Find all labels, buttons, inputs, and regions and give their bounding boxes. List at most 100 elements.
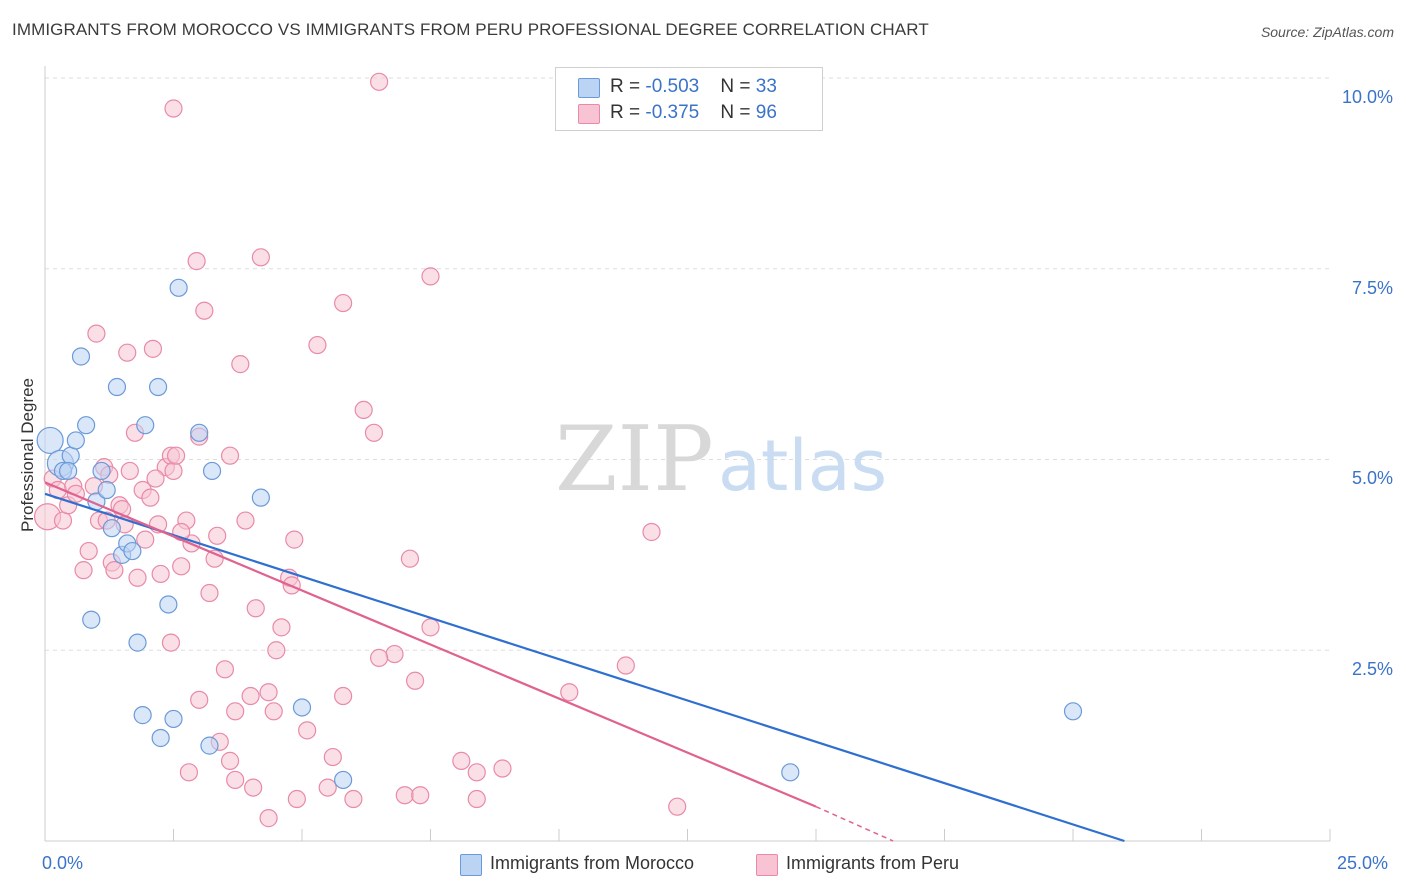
- data-point-peru: [560, 683, 579, 702]
- data-point-peru: [105, 561, 124, 580]
- legend-n-label: N =: [720, 76, 756, 97]
- data-point-peru: [220, 446, 240, 465]
- x-tick-label-min: 0.0%: [42, 853, 84, 873]
- data-point-peru: [400, 549, 420, 568]
- data-point-peru: [285, 530, 304, 549]
- data-point-peru: [118, 343, 137, 362]
- data-point-peru: [164, 99, 183, 118]
- data-point-peru: [143, 339, 163, 358]
- data-point-peru: [344, 789, 363, 809]
- legend-n-value: 96: [755, 102, 777, 123]
- data-point-peru: [467, 763, 486, 782]
- data-point-peru: [87, 324, 106, 343]
- data-point-peru: [318, 778, 337, 797]
- data-point-peru: [164, 461, 183, 481]
- data-point-peru: [354, 400, 373, 420]
- data-point-peru: [405, 671, 425, 690]
- data-point-peru: [79, 541, 98, 561]
- data-point-morocco: [97, 480, 116, 500]
- data-point-morocco: [136, 416, 155, 435]
- trend-line-extension-peru: [815, 805, 894, 842]
- data-point-peru: [53, 511, 73, 530]
- correlation-legend: R = -0.503 N = 33 R = -0.375 N = 96: [555, 67, 823, 131]
- data-point-peru: [452, 751, 471, 770]
- trend-line-morocco: [44, 492, 1125, 843]
- data-point-peru: [187, 252, 206, 271]
- data-point-peru: [195, 301, 214, 320]
- data-point-peru: [272, 618, 291, 637]
- data-point-peru: [244, 778, 263, 797]
- points-layer: [33, 72, 1083, 828]
- data-point-morocco: [151, 728, 170, 748]
- data-point-peru: [370, 72, 389, 91]
- data-point-peru: [323, 747, 342, 767]
- data-point-morocco: [128, 633, 147, 652]
- data-point-morocco: [169, 278, 188, 297]
- data-point-peru: [236, 511, 255, 530]
- data-point-peru: [385, 644, 404, 664]
- y-tick-label: 7.5%: [1351, 278, 1393, 298]
- data-point-peru: [136, 530, 155, 549]
- data-point-peru: [151, 564, 170, 584]
- data-point-peru: [172, 557, 191, 576]
- bottom-legend-label-morocco: Immigrants from Morocco: [490, 853, 695, 873]
- data-point-peru: [259, 683, 278, 702]
- data-point-peru: [334, 686, 353, 706]
- bottom-legend-swatch-morocco: [460, 854, 482, 876]
- legend-r-label: R =: [610, 102, 646, 123]
- data-point-morocco: [781, 763, 800, 782]
- data-point-peru: [251, 248, 270, 267]
- data-point-morocco: [133, 706, 152, 725]
- data-point-peru: [334, 293, 353, 313]
- data-point-peru: [264, 702, 283, 721]
- data-point-peru: [298, 721, 317, 740]
- data-point-morocco: [59, 461, 78, 481]
- data-point-peru: [364, 423, 384, 442]
- data-point-peru: [287, 789, 306, 809]
- data-point-peru: [190, 690, 209, 709]
- legend-r-value: -0.375: [645, 102, 700, 123]
- data-point-morocco: [200, 736, 219, 755]
- data-point-morocco: [123, 541, 142, 561]
- data-point-peru: [120, 461, 139, 481]
- watermark-atlas: atlas: [718, 425, 887, 507]
- data-point-peru: [370, 648, 389, 667]
- bottom-legend-label-peru: Immigrants from Peru: [786, 853, 960, 873]
- data-point-peru: [467, 789, 486, 809]
- data-point-morocco: [77, 416, 96, 435]
- trend-layer: [44, 481, 1125, 843]
- data-point-morocco: [107, 377, 127, 397]
- axes-layer: [44, 66, 1331, 842]
- data-point-peru: [231, 355, 250, 374]
- data-point-peru: [395, 786, 414, 805]
- legend-r-value: -0.503: [645, 76, 700, 97]
- data-point-peru: [246, 599, 265, 618]
- data-point-peru: [166, 446, 186, 465]
- data-point-morocco: [251, 488, 270, 507]
- data-point-morocco: [292, 698, 312, 717]
- data-point-peru: [220, 751, 240, 770]
- data-point-peru: [74, 561, 93, 580]
- data-point-peru: [267, 641, 286, 660]
- data-point-peru: [179, 763, 199, 782]
- data-point-peru: [259, 809, 278, 828]
- legend-n-value: 33: [755, 76, 777, 97]
- data-point-peru: [141, 488, 160, 507]
- data-point-morocco: [202, 461, 222, 481]
- chart-title: IMMIGRANTS FROM MOROCCO VS IMMIGRANTS FR…: [12, 20, 929, 39]
- legend-swatch-peru: [578, 104, 600, 124]
- data-point-morocco: [36, 426, 64, 455]
- data-point-peru: [241, 686, 260, 706]
- data-point-peru: [226, 770, 245, 790]
- data-point-morocco: [66, 431, 85, 450]
- data-point-morocco: [61, 446, 80, 465]
- data-point-morocco: [1063, 702, 1083, 721]
- legend-swatch-morocco: [578, 78, 600, 98]
- data-point-morocco: [334, 770, 353, 790]
- data-point-peru: [616, 656, 635, 675]
- data-point-peru: [215, 660, 234, 679]
- data-point-morocco: [92, 461, 111, 481]
- data-point-peru: [421, 267, 440, 286]
- y-tick-label: 5.0%: [1351, 468, 1393, 488]
